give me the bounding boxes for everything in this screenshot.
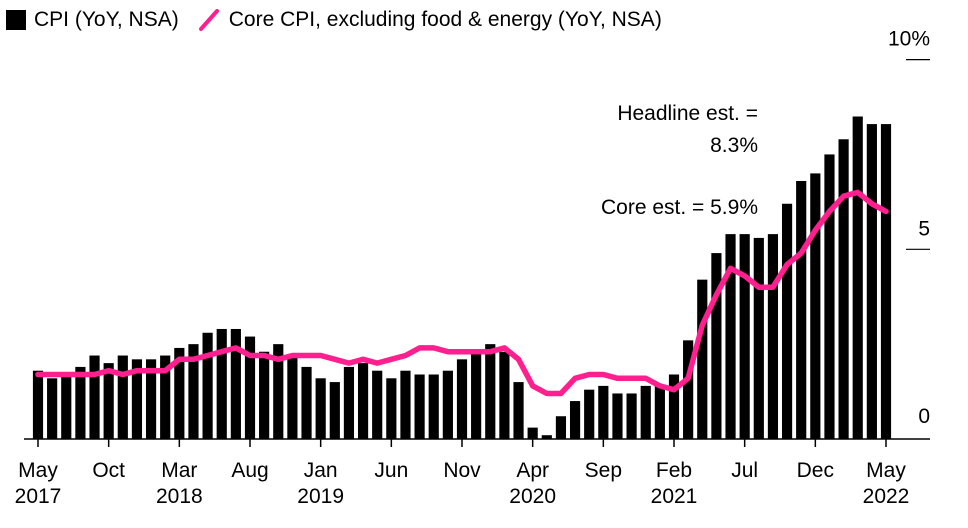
x-tick-month-label: Nov — [443, 459, 481, 482]
cpi-bar — [852, 116, 863, 439]
x-tick-month-label: May — [18, 459, 58, 482]
y-axis: 10% 5 0 — [888, 28, 930, 428]
cpi-bar — [230, 328, 241, 439]
x-tick-year-label: 2020 — [509, 485, 556, 508]
cpi-bar — [75, 366, 86, 439]
cpi-bar — [174, 347, 185, 439]
cpi-bar — [442, 370, 453, 439]
cpi-bar — [259, 351, 270, 439]
y-tick-label: 10% — [888, 28, 930, 51]
cpi-bar — [287, 355, 298, 439]
y-tick-label: 5 — [918, 217, 930, 240]
cpi-bar — [456, 359, 468, 439]
cpi-bar — [612, 393, 623, 439]
cpi-bar — [32, 370, 44, 439]
cpi-bar — [202, 332, 213, 439]
cpi-bar — [47, 378, 58, 439]
cpi-bar — [880, 124, 892, 440]
cpi-bar — [160, 355, 171, 439]
cpi-bar — [569, 401, 581, 439]
cpi-bar — [697, 279, 708, 439]
cpi-bar — [584, 389, 595, 439]
x-axis: May 2017 Oct Mar 2018 Aug Jan 2019 Jun Nov Apr 2020… — [15, 439, 910, 508]
cpi-bar — [555, 416, 567, 439]
cpi-bar — [527, 427, 538, 439]
cpi-bar — [541, 435, 552, 439]
x-tick-month-label: May — [866, 459, 906, 482]
x-tick-month-label: Jul — [731, 459, 758, 482]
y-tick-label: 0 — [918, 405, 930, 428]
legend-label-cpi: CPI (YoY, NSA) — [34, 8, 179, 31]
x-tick-month-label: Mar — [161, 459, 197, 482]
x-tick-year-label: 2017 — [15, 485, 62, 508]
legend-label-core-cpi: Core CPI, excluding food & energy (YoY, … — [228, 8, 662, 31]
cpi-bar — [513, 382, 524, 439]
cpi-bar — [372, 370, 383, 439]
x-tick-month-label: Aug — [231, 459, 268, 482]
legend-item-core-cpi: Core CPI, excluding food & energy (YoY, … — [197, 8, 662, 32]
cpi-bar — [61, 374, 72, 439]
cpi-bar — [386, 378, 397, 439]
x-tick-year-label: 2022 — [863, 485, 910, 508]
cpi-bar — [131, 359, 143, 439]
cpi-bar — [753, 237, 764, 439]
cpi-bar — [145, 359, 157, 439]
cpi-bar — [654, 385, 665, 439]
cpi-bar — [668, 374, 680, 439]
cpi-bar — [343, 366, 355, 439]
cpi-bar — [103, 363, 114, 439]
cpi-bar — [838, 139, 849, 439]
legend-line-icon — [198, 9, 219, 31]
x-tick-month-label: Feb — [656, 459, 692, 482]
cpi-bar — [273, 344, 284, 439]
cpi-bar — [767, 234, 779, 439]
chart-legend: CPI (YoY, NSA) Core CPI, excluding food … — [6, 6, 680, 34]
x-tick-month-label: Oct — [92, 459, 125, 482]
cpi-bar — [244, 336, 256, 439]
x-tick-month-label: Jun — [374, 459, 408, 482]
cpi-bar — [810, 173, 821, 440]
annotation-headline-label: Headline est. = — [617, 102, 758, 125]
core-cpi-line — [35, 189, 889, 397]
cpi-bar — [640, 385, 651, 439]
x-tick-month-label: Apr — [516, 459, 549, 482]
cpi-bar — [781, 203, 793, 439]
cpi-bar — [428, 374, 439, 439]
x-tick-year-label: 2019 — [297, 485, 344, 508]
cpi-bar — [866, 124, 877, 440]
cpi-bar — [414, 374, 425, 439]
cpi-bar — [739, 234, 750, 439]
x-tick-year-label: 2018 — [156, 485, 203, 508]
annotation-core-estimate: Core est. = 5.9% — [601, 196, 758, 219]
legend-square-icon — [6, 10, 26, 30]
cpi-bar — [216, 328, 227, 439]
legend-item-cpi: CPI (YoY, NSA) — [6, 8, 179, 32]
cpi-bar — [725, 234, 736, 439]
cpi-bar — [485, 344, 496, 439]
cpi-bar — [357, 363, 369, 439]
cpi-bar — [824, 154, 835, 440]
cpi-bar — [188, 344, 199, 439]
x-tick-month-label: Jan — [304, 459, 338, 482]
annotation-headline-value: 8.3% — [710, 134, 758, 157]
cpi-bar — [683, 340, 694, 439]
cpi-bar — [329, 382, 340, 439]
cpi-bars — [32, 116, 892, 440]
cpi-bar — [471, 351, 482, 439]
cpi-bar — [598, 385, 609, 439]
cpi-bar — [89, 355, 100, 439]
x-tick-year-label: 2021 — [651, 485, 698, 508]
cpi-bar — [626, 393, 637, 439]
cpi-bar — [499, 351, 510, 439]
cpi-bar — [315, 378, 326, 439]
x-tick-month-label: Dec — [797, 459, 834, 482]
cpi-bar — [796, 181, 807, 439]
cpi-bar — [117, 355, 128, 439]
cpi-bar — [400, 370, 411, 439]
cpi-bar — [301, 366, 312, 439]
cpi-bar — [711, 253, 722, 439]
x-tick-month-label: Sep — [585, 459, 622, 482]
